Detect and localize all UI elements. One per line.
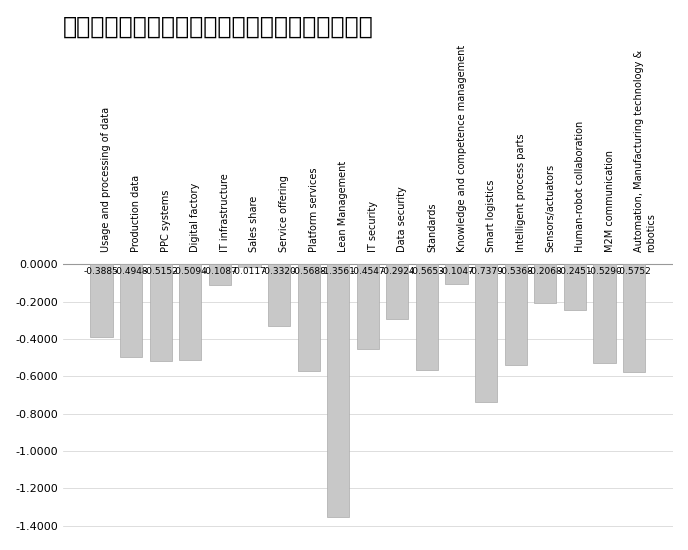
Bar <box>149 265 172 361</box>
Text: -0.2924: -0.2924 <box>380 267 415 276</box>
Bar <box>505 265 527 365</box>
Bar <box>623 265 645 372</box>
Text: -0.5368: -0.5368 <box>498 267 533 276</box>
Text: -0.4547: -0.4547 <box>350 267 385 276</box>
Text: -0.5752: -0.5752 <box>616 267 652 276</box>
Text: -0.4948: -0.4948 <box>114 267 149 276</box>
Bar <box>416 265 438 370</box>
Bar <box>475 265 497 402</box>
Bar <box>356 265 379 349</box>
Text: -1.3561: -1.3561 <box>321 267 356 276</box>
Text: -0.5290: -0.5290 <box>587 267 622 276</box>
Bar <box>564 265 586 310</box>
Text: -0.5152: -0.5152 <box>143 267 178 276</box>
Text: -0.5094: -0.5094 <box>173 267 208 276</box>
Bar <box>90 265 113 337</box>
Text: -0.1047: -0.1047 <box>439 267 474 276</box>
Text: -0.5688: -0.5688 <box>291 267 326 276</box>
Bar <box>386 265 409 319</box>
Text: -0.2451: -0.2451 <box>558 267 592 276</box>
Bar <box>208 265 231 285</box>
Text: -0.3885: -0.3885 <box>84 267 119 276</box>
Text: -0.0117: -0.0117 <box>232 267 267 276</box>
Text: -0.3320: -0.3320 <box>261 267 297 276</box>
Text: -0.1087: -0.1087 <box>202 267 237 276</box>
Bar <box>179 265 202 360</box>
Bar <box>446 265 468 284</box>
Bar <box>535 265 557 303</box>
Bar <box>594 265 616 363</box>
Bar <box>268 265 290 326</box>
Text: -0.7379: -0.7379 <box>469 267 504 276</box>
Text: サブカテゴリにおける中小企業と非中小企業の差: サブカテゴリにおける中小企業と非中小企業の差 <box>63 15 374 39</box>
Bar <box>297 265 320 371</box>
Bar <box>327 265 350 518</box>
Bar <box>238 265 261 267</box>
Bar <box>120 265 142 357</box>
Text: -0.5653: -0.5653 <box>409 267 444 276</box>
Text: -0.2068: -0.2068 <box>528 267 563 276</box>
